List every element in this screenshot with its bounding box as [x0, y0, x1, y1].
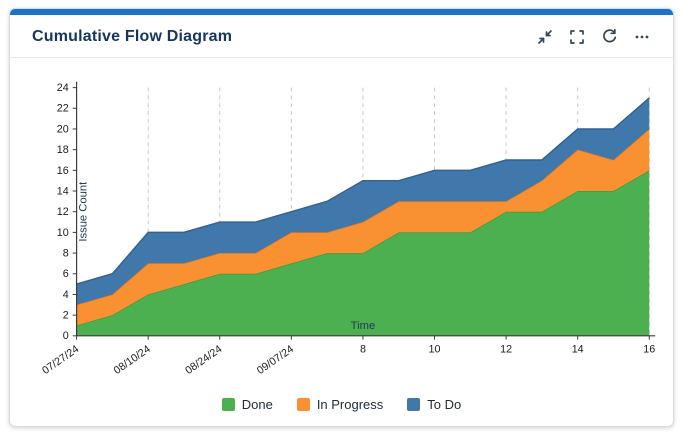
to-do-swatch [407, 397, 421, 411]
svg-text:16: 16 [57, 165, 69, 177]
legend-label-to-do: To Do [427, 396, 462, 412]
svg-text:12: 12 [500, 343, 512, 355]
svg-text:09/07/24: 09/07/24 [255, 343, 296, 377]
svg-text:18: 18 [57, 144, 69, 156]
collapse-arrows-icon [537, 29, 553, 45]
svg-text:20: 20 [57, 123, 69, 135]
svg-text:14: 14 [57, 185, 69, 197]
card-accent-bar [10, 9, 673, 15]
svg-text:2: 2 [63, 310, 69, 322]
svg-text:24: 24 [57, 82, 69, 94]
card-actions [534, 25, 653, 48]
refresh-icon [601, 28, 618, 45]
svg-text:10: 10 [429, 343, 441, 355]
svg-text:8: 8 [360, 343, 366, 355]
refresh-button[interactable] [598, 25, 621, 48]
chart-legend: Done In Progress To Do [10, 393, 673, 424]
more-options-button[interactable] [631, 26, 653, 48]
svg-text:8: 8 [63, 247, 69, 259]
ellipsis-icon [634, 29, 650, 45]
svg-text:07/27/24: 07/27/24 [40, 343, 81, 377]
svg-text:Issue Count: Issue Count [77, 181, 89, 242]
fullscreen-button[interactable] [566, 26, 588, 48]
svg-text:10: 10 [57, 227, 69, 239]
legend-item-in-progress[interactable]: In Progress [296, 396, 384, 412]
chart-area: 0 2 4 6 8 10 12 14 16 18 20 22 24 07/27/24 08/10/24 08/… [10, 58, 673, 393]
svg-text:08/10/24: 08/10/24 [112, 343, 153, 377]
legend-label-in-progress: In Progress [316, 396, 384, 412]
svg-text:12: 12 [57, 206, 69, 218]
svg-text:6: 6 [63, 268, 69, 280]
cumulative-flow-card: Cumulative Flow Diagram [9, 8, 674, 427]
svg-text:4: 4 [63, 289, 69, 301]
svg-text:14: 14 [572, 343, 584, 355]
svg-text:Time: Time [351, 320, 376, 332]
fullscreen-brackets-icon [569, 29, 585, 45]
svg-text:22: 22 [57, 103, 69, 115]
page-title: Cumulative Flow Diagram [32, 27, 233, 45]
collapse-button[interactable] [534, 26, 556, 48]
in-progress-swatch [296, 397, 310, 411]
svg-text:0: 0 [63, 330, 69, 342]
legend-item-done[interactable]: Done [221, 396, 273, 412]
svg-text:08/24/24: 08/24/24 [183, 343, 224, 377]
card-header: Cumulative Flow Diagram [10, 15, 673, 58]
legend-item-to-do[interactable]: To Do [407, 397, 461, 412]
svg-text:16: 16 [643, 343, 655, 355]
legend-label-done: Done [241, 396, 273, 412]
done-swatch [221, 397, 235, 411]
